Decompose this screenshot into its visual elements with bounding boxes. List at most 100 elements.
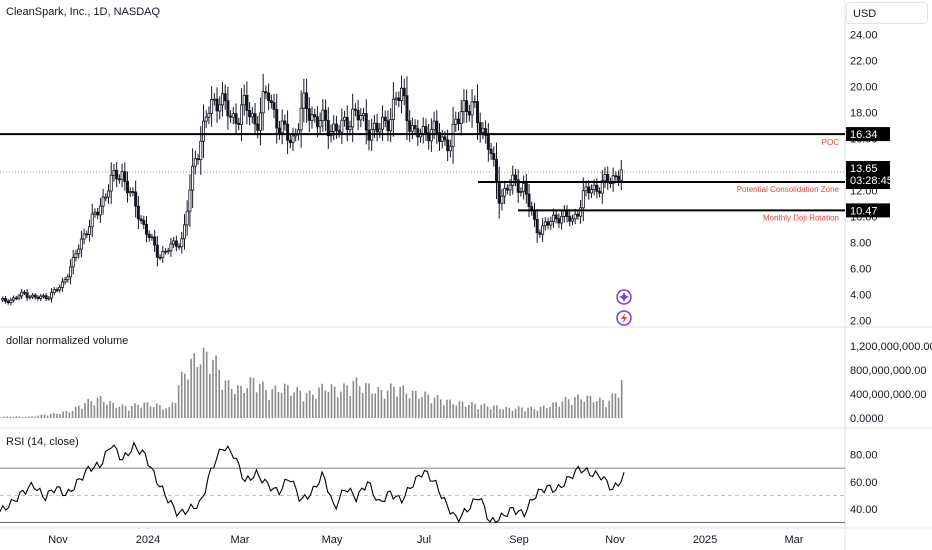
candle-body: [579, 207, 583, 217]
volume-bar: [499, 408, 501, 418]
candle-body: [199, 140, 203, 161]
volume-bar: [205, 351, 208, 418]
time-tick-label: Nov: [605, 534, 625, 546]
volume-bar: [124, 406, 127, 418]
currency-selector[interactable]: USD: [846, 2, 928, 24]
volume-bar: [574, 397, 576, 418]
volume-bar: [212, 359, 214, 418]
candle-body: [310, 114, 314, 121]
volume-bar: [99, 396, 102, 418]
volume-bar: [15, 416, 18, 418]
candle-body: [193, 158, 197, 167]
volume-bar: [474, 403, 476, 418]
candle-body: [443, 136, 447, 141]
volume-bar: [243, 392, 245, 418]
volume-bar: [386, 390, 389, 418]
volume-bar: [330, 384, 333, 418]
volume-bar: [49, 413, 52, 418]
candle-body: [372, 122, 376, 130]
candle-body: [1, 298, 5, 301]
candle-body: [25, 292, 29, 298]
volume-bar: [608, 400, 610, 418]
candle-body: [277, 127, 281, 134]
volume-bar: [570, 404, 573, 418]
candle-body: [120, 171, 124, 180]
candle-body: [617, 175, 621, 181]
volume-bar: [249, 377, 252, 418]
chart-badges: [616, 289, 632, 326]
volume-bar: [171, 402, 174, 418]
lightning-badge-icon[interactable]: [616, 310, 632, 326]
volume-bar: [443, 405, 445, 418]
candle-body: [405, 95, 409, 122]
time-tick-label: Mar: [231, 534, 250, 546]
candle-body: [446, 139, 450, 152]
candle-body: [543, 221, 547, 227]
time-tick-label: Mar: [785, 534, 804, 546]
candle-body: [14, 297, 18, 300]
candle-body: [191, 165, 195, 191]
volume-bar: [599, 397, 601, 418]
volume-bar: [352, 380, 355, 418]
candle-body: [348, 126, 352, 130]
candle-body: [302, 92, 306, 109]
volume-bar: [361, 393, 364, 418]
candle-body: [36, 296, 40, 299]
volume-bar: [258, 384, 261, 418]
volume-bar: [230, 389, 233, 418]
candle-body: [267, 92, 271, 102]
volume-bar: [552, 402, 554, 418]
candle-body: [128, 191, 132, 194]
volume-tick-label: 800,000,000.00: [850, 365, 926, 377]
volume-tick-label: 400,000,000.00: [850, 389, 926, 401]
volume-bar: [34, 416, 36, 418]
candle-body: [52, 289, 56, 293]
volume-bar: [305, 393, 308, 418]
candle-body: [386, 120, 390, 132]
volume-bar: [617, 397, 620, 418]
candle-body: [169, 243, 173, 252]
candle-body: [459, 111, 463, 124]
volume-bar: [268, 399, 270, 418]
volume-bar: [567, 399, 570, 418]
volume-bar: [405, 393, 408, 418]
candle-body: [286, 123, 290, 141]
candle-body: [9, 299, 13, 304]
volume-bar: [524, 411, 526, 418]
volume-bar: [315, 398, 317, 418]
explore-badge-icon[interactable]: [616, 289, 632, 305]
volume-bar: [355, 377, 358, 418]
candle-body: [172, 240, 176, 245]
candle-body: [177, 245, 181, 248]
candle-body: [375, 122, 379, 133]
candle-body: [345, 116, 349, 130]
volume-bar: [46, 415, 49, 418]
volume-bar: [439, 399, 442, 418]
volume-bar: [296, 386, 298, 418]
volume-bar: [109, 401, 111, 418]
candle-body: [429, 129, 433, 142]
rsi-line: [0, 441, 625, 524]
volume-bar: [140, 407, 142, 418]
candle-body: [546, 221, 550, 226]
candle-body: [223, 93, 227, 102]
candle-body: [22, 291, 26, 294]
candle-body: [367, 129, 371, 141]
volume-pane-title: dollar normalized volume: [6, 335, 129, 347]
candle-body: [155, 244, 159, 258]
candle-body: [163, 250, 167, 253]
volume-bar: [343, 383, 345, 418]
volume-bar: [168, 406, 171, 418]
candle-body: [109, 174, 113, 192]
candle-body: [318, 120, 322, 128]
volume-bar: [81, 408, 83, 418]
candle-body: [66, 276, 70, 281]
volume-bar: [583, 401, 586, 418]
candle-body: [161, 250, 165, 258]
candle-body: [519, 191, 523, 193]
candle-body: [473, 101, 477, 103]
candle-body: [60, 281, 64, 288]
candle-body: [484, 128, 488, 136]
volume-bar: [21, 416, 24, 418]
candle-body: [218, 104, 222, 112]
